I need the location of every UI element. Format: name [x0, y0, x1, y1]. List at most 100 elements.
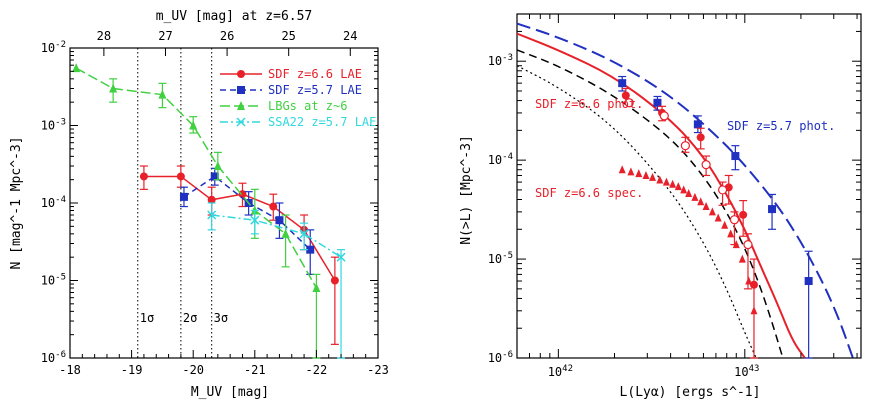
- right-data-point: [680, 185, 688, 194]
- left-data-point: [312, 283, 321, 293]
- left-data-point: [281, 228, 290, 238]
- right-data-point: [696, 133, 705, 142]
- legend-swatch-marker: [236, 117, 246, 127]
- left-data-point: [213, 161, 222, 171]
- right-data-point: [732, 240, 740, 249]
- right-x-tick-label: 1042: [548, 364, 573, 379]
- right-data-point: [691, 192, 699, 201]
- right-data-point: [642, 170, 650, 179]
- sigma-label: 2σ: [183, 311, 197, 325]
- left-data-point: [275, 216, 284, 225]
- right-x-tick-label: 1043: [734, 364, 759, 379]
- right-data-point: [693, 120, 702, 129]
- right-data-point: [656, 175, 664, 184]
- right-y-tick-label: 10-4: [488, 152, 513, 167]
- left-legend: SDF z=6.6 LAE SDF z=5.7 LAE LBGs at z~6 SSA…: [220, 67, 376, 129]
- left-data-point: [299, 229, 309, 239]
- right-y-tick-label: 10-3: [488, 53, 513, 68]
- left-y-tick-label: 10-3: [41, 118, 66, 133]
- left-x-tick-label: -23: [367, 363, 389, 377]
- right-data-point: [729, 215, 740, 225]
- right-y-tick-label: 10-5: [488, 251, 513, 266]
- right-data-point: [659, 111, 669, 121]
- legend-label: SDF z=5.7 LAE: [268, 83, 362, 97]
- left-series-line: [211, 214, 342, 258]
- left-data-point: [158, 89, 167, 99]
- right-x-label: L(Lyα) [ergs s^-1]: [620, 385, 761, 400]
- legend-label: LBGs at z~6: [268, 99, 347, 113]
- left-top-tick-label: 28: [97, 29, 111, 43]
- right-model-curve: [516, 65, 757, 359]
- right-model-curve: [516, 32, 806, 359]
- left-y-tick-label: 10-2: [41, 40, 66, 55]
- left-y-tick-label: 10-5: [41, 273, 66, 288]
- right-data-point: [618, 79, 627, 88]
- sigma-label: 1σ: [140, 311, 154, 325]
- right-data-point: [627, 167, 635, 176]
- right-data-point: [701, 160, 711, 170]
- left-plot-frame: [69, 47, 379, 359]
- right-chart: 1042 1043 10-6 10-5 10-4 10-3 L(Lyα) [ergs s^…: [459, 13, 862, 400]
- legend-label: SDF z=6.6 LAE: [268, 67, 362, 81]
- right-data-point: [635, 169, 643, 178]
- right-data-point: [669, 179, 677, 188]
- left-top-tick-label: 27: [158, 29, 172, 43]
- left-data-point: [269, 202, 278, 211]
- annotation-z66-phot: SDF z=6.6 phot.: [535, 97, 643, 111]
- left-series-line: [183, 175, 311, 251]
- left-data-point: [306, 245, 315, 254]
- right-data-point: [717, 185, 728, 195]
- right-data-point: [749, 280, 758, 289]
- left-data-point: [179, 192, 188, 201]
- right-data-point: [721, 220, 729, 229]
- right-plot-frame: [516, 13, 862, 359]
- right-data-point: [738, 254, 746, 263]
- legend-label: SSA22 z=5.7 LAE: [268, 115, 376, 129]
- left-x-tick-label: -22: [306, 363, 328, 377]
- right-data-point: [662, 177, 670, 186]
- right-data-point: [708, 207, 716, 216]
- right-data-point: [745, 276, 753, 285]
- left-x-tick-label: -21: [244, 363, 266, 377]
- left-data-point: [250, 215, 260, 225]
- legend-swatch-marker: [237, 101, 245, 110]
- left-x-tick-label: -18: [59, 363, 81, 377]
- left-data-point: [210, 172, 219, 181]
- right-data-point: [649, 172, 657, 181]
- left-data-point: [330, 276, 339, 285]
- right-data-point: [714, 213, 722, 222]
- right-data-point: [618, 165, 626, 174]
- left-x-tick-label: -19: [121, 363, 143, 377]
- right-data-point: [621, 91, 630, 100]
- right-data-point: [727, 229, 735, 238]
- right-data-point: [750, 306, 758, 315]
- left-top-tick-label: 24: [343, 29, 357, 43]
- left-data-point: [109, 83, 118, 93]
- left-top-axis-label: m_UV [mag] at z=6.57: [156, 9, 313, 24]
- left-top-tick-label: 25: [281, 29, 295, 43]
- right-data-point: [804, 277, 813, 286]
- annotation-z57-phot: SDF z=5.7 phot.: [727, 119, 835, 133]
- right-data-point: [685, 188, 693, 197]
- right-data-point: [697, 197, 705, 206]
- right-data-point: [653, 98, 662, 107]
- left-data-point: [189, 120, 198, 130]
- left-data-point: [72, 63, 81, 73]
- left-data-point: [207, 195, 216, 204]
- legend-swatch-marker: [237, 70, 245, 78]
- left-y-tick-label: 10-6: [41, 350, 66, 365]
- sigma-label: 3σ: [214, 311, 228, 325]
- left-series-line: [75, 67, 318, 289]
- left-chart: 1σ 2σ 3σ -18 -19 -20 -21 -22 -23 28 27 26 25 24 10-6 1…: [9, 9, 389, 400]
- right-data-point: [674, 182, 682, 191]
- right-y-label: N(>L) [Mpc^-3]: [459, 135, 474, 245]
- left-top-tick-label: 26: [220, 29, 234, 43]
- annotation-z66-spec: SDF z=6.6 spec.: [535, 186, 643, 200]
- left-data-point: [139, 172, 148, 181]
- left-data-point: [336, 252, 346, 262]
- left-data-point: [176, 172, 185, 181]
- right-data-point: [624, 98, 634, 108]
- left-data-point: [207, 210, 217, 220]
- legend-swatch-marker: [237, 86, 245, 94]
